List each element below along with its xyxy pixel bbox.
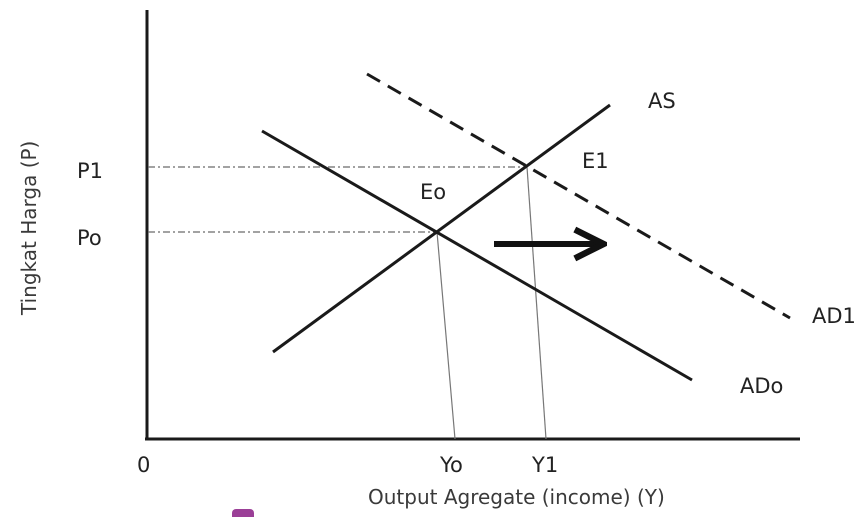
y1-guide-line (527, 167, 546, 439)
ad0-curve (262, 131, 692, 380)
as-label: AS (648, 89, 676, 113)
e1-label: E1 (582, 149, 609, 173)
origin-label: 0 (137, 453, 150, 477)
ad0-label: ADo (740, 374, 783, 398)
y0-guide-line (437, 232, 455, 439)
e0-label: Eo (420, 180, 446, 204)
y0-label: Yo (439, 453, 463, 477)
y1-label: Y1 (531, 453, 558, 477)
ad1-label: AD1 (812, 304, 856, 328)
x-axis-title: Output Agregate (income) (Y) (368, 485, 665, 509)
bottom-marker-icon (232, 509, 254, 517)
p0-label: Po (77, 226, 102, 250)
as-curve (273, 105, 610, 352)
y-axis-title: Tingkat Harga (P) (17, 141, 41, 316)
p1-label: P1 (77, 159, 103, 183)
